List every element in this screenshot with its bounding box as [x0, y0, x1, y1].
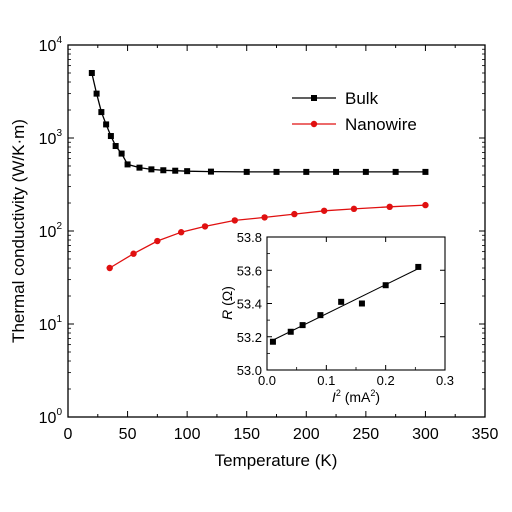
- y-tick-label: 104: [39, 35, 63, 55]
- x-tick-label: 250: [353, 426, 380, 443]
- data-point-bulk: [160, 167, 167, 174]
- inset-series: [269, 263, 422, 345]
- data-point-bulk: [273, 168, 280, 175]
- data-point-nanowire: [177, 229, 185, 236]
- main-series: [88, 69, 429, 272]
- data-point-bulk: [136, 164, 143, 171]
- data-point-nanowire: [350, 205, 358, 213]
- legend-bulk-marker: [311, 95, 317, 101]
- x-tick-label: 300: [412, 426, 439, 443]
- data-point-nanowire: [422, 201, 429, 209]
- inset-x-axis-label: I2 (mA2): [332, 388, 380, 405]
- data-point-nanowire: [261, 214, 268, 221]
- x-tick-label: 50: [119, 426, 137, 443]
- data-point-nanowire: [386, 203, 393, 211]
- data-point-bulk: [93, 90, 100, 97]
- legend-bulk-label: Bulk: [345, 89, 379, 108]
- inset-ticks: 0.0 0.1 0.2 0.3 53.0 53.2 53.4 53.6 53.8: [237, 230, 454, 388]
- data-point-bulk: [118, 150, 125, 157]
- data-point-bulk: [303, 168, 310, 175]
- inset-y-tick-label: 53.8: [237, 230, 262, 245]
- data-point-nanowire: [201, 223, 209, 230]
- inset-y-tick-label: 53.2: [237, 330, 262, 345]
- y-tick-label: 103: [39, 128, 63, 148]
- inset-fit-line: [272, 268, 419, 341]
- legend-nanowire-label: Nanowire: [345, 115, 417, 134]
- x-tick-label: 0: [64, 426, 73, 443]
- data-point-nanowire: [130, 250, 137, 257]
- inset-x-tick-label: 0.0: [258, 373, 276, 388]
- inset-data-point: [299, 322, 306, 329]
- inset-x-tick-label: 0.2: [377, 373, 395, 388]
- data-point-bulk: [148, 166, 155, 173]
- inset-y-axis-label: R (Ω): [219, 286, 235, 320]
- data-point-bulk: [184, 168, 191, 175]
- inset-data-point: [382, 282, 389, 289]
- data-point-bulk: [362, 168, 369, 175]
- legend: Bulk Nanowire: [292, 89, 417, 134]
- legend-nanowire-marker: [310, 120, 318, 128]
- data-point-bulk: [103, 121, 110, 128]
- data-point-nanowire: [320, 207, 328, 214]
- data-point-bulk: [124, 161, 131, 168]
- inset-y-tick-label: 53.0: [237, 363, 262, 378]
- inset-x-tick-label: 0.3: [436, 373, 454, 388]
- inset-y-tick-label: 53.6: [237, 263, 262, 278]
- data-point-bulk: [98, 109, 105, 116]
- y-tick-label: 101: [39, 314, 63, 334]
- data-point-bulk: [88, 69, 95, 76]
- data-point-bulk: [422, 168, 429, 175]
- series-line-nanowire: [109, 204, 426, 269]
- x-tick-label: 350: [472, 426, 499, 443]
- inset-data-point: [317, 312, 324, 319]
- inset-data-point: [269, 338, 276, 345]
- inset-background: [267, 237, 445, 370]
- x-tick-label: 200: [293, 426, 320, 443]
- data-point-nanowire: [291, 210, 298, 218]
- x-tick-label: 150: [233, 426, 260, 443]
- data-point-bulk: [243, 168, 250, 175]
- data-point-nanowire: [106, 264, 113, 272]
- y-axis-label: Thermal conductivity (W/K·m): [9, 119, 28, 343]
- inset-data-point: [415, 263, 422, 270]
- data-point-bulk: [172, 167, 179, 174]
- x-tick-label: 100: [174, 426, 201, 443]
- inset-data-point: [287, 328, 294, 335]
- data-point-bulk: [392, 168, 399, 175]
- inset-y-tick-label: 53.4: [237, 297, 262, 312]
- main-ticks: 0 50 100 150 200 250 300 350 100 101 102 103 104: [39, 35, 499, 443]
- inset-x-tick-label: 0.1: [317, 373, 335, 388]
- data-point-nanowire: [154, 237, 161, 245]
- inset-data-point: [338, 298, 345, 305]
- y-tick-label: 100: [39, 407, 63, 427]
- y-tick-label: 102: [39, 221, 63, 241]
- x-axis-label: Temperature (K): [215, 451, 338, 470]
- data-point-bulk: [112, 143, 119, 150]
- data-point-bulk: [107, 133, 114, 140]
- data-point-bulk: [207, 168, 214, 175]
- data-point-nanowire: [231, 217, 238, 224]
- data-point-bulk: [333, 168, 340, 175]
- inset-data-point: [358, 300, 365, 307]
